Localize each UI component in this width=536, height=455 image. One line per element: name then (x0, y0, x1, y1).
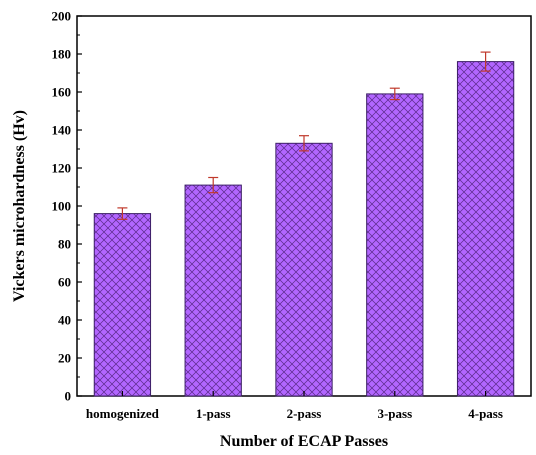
y-tick-label: 120 (52, 161, 72, 176)
y-tick-label: 80 (58, 237, 71, 252)
y-tick-label: 0 (65, 389, 72, 404)
y-tick-label: 200 (52, 9, 72, 24)
x-axis-title: Number of ECAP Passes (220, 433, 388, 450)
y-tick-label: 60 (58, 275, 71, 290)
x-tick-label: 3-pass (377, 406, 412, 421)
error-bars-group (117, 51, 491, 220)
x-tick-label: 2-pass (287, 406, 322, 421)
x-axis: homogenized 1-pass 2-pass 3-pass 4-pass (86, 391, 503, 421)
y-tick-label: 140 (52, 123, 72, 138)
y-tick-label: 40 (58, 313, 71, 328)
y-tick-label: 180 (52, 47, 72, 62)
bar (275, 142, 333, 397)
y-axis-title: Vickers microhardness (Hv) (11, 110, 28, 302)
bar (456, 61, 515, 397)
bar (184, 184, 242, 397)
y-tick-label: 20 (58, 351, 71, 366)
y-axis: 0 20 40 60 80 100 120 140 160 180 200 (52, 9, 82, 404)
x-tick-label: 1-pass (196, 406, 231, 421)
y-tick-label: 100 (52, 199, 72, 214)
y-tick-label: 160 (52, 85, 72, 100)
bar (366, 93, 424, 397)
bar (93, 213, 152, 397)
bars-group (93, 61, 515, 397)
x-tick-label: 4-pass (468, 406, 503, 421)
x-tick-label: homogenized (86, 406, 160, 421)
